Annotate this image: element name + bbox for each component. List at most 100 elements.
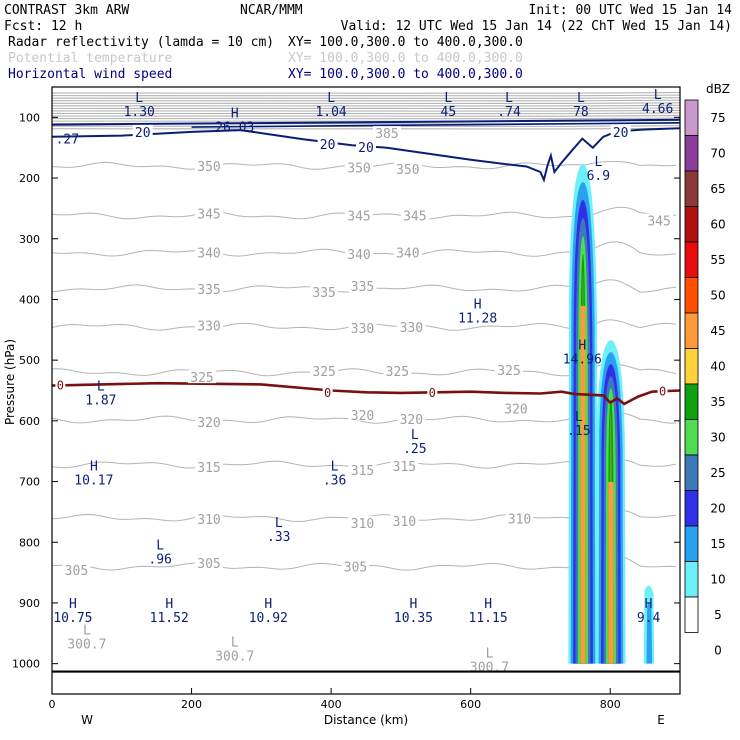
- extremum-symbol-L: L: [156, 539, 164, 554]
- theta-low-value: 300.7: [215, 650, 254, 665]
- extremum-symbol-L: L: [505, 91, 513, 106]
- figure-header: CONTRAST 3km ARW NCAR/MMM Init: 00 UTC W…: [4, 3, 732, 82]
- theta-label-bg: [383, 364, 412, 378]
- upper-theta-line: [52, 112, 680, 115]
- extremum-value: .96: [148, 553, 171, 568]
- upper-theta-line: [52, 109, 680, 112]
- extremum-value: 10.75: [53, 611, 92, 626]
- upper-theta-line: [52, 107, 680, 110]
- extremum-value: 6.9: [587, 169, 610, 184]
- extremum-symbol-L: L: [577, 91, 585, 106]
- y-tick-label-700: 700: [19, 476, 40, 489]
- theta-label-320: 320: [400, 413, 423, 428]
- institution: NCAR/MMM: [240, 3, 303, 18]
- extremum-symbol-L: L: [411, 428, 419, 443]
- extremum-value: .36: [323, 474, 346, 489]
- theta-low-symbol: L: [83, 624, 91, 639]
- theta-label-345: 345: [347, 210, 370, 225]
- upper-theta-line: [52, 117, 680, 120]
- upper-theta-line: [52, 127, 680, 130]
- forecast-hour: Fcst: 12 h: [4, 19, 82, 34]
- theta-label-340: 340: [396, 247, 419, 262]
- extremum-value: 45: [441, 105, 457, 120]
- y-tick-label-600: 600: [19, 415, 40, 428]
- x-axis-label: Distance (km): [324, 713, 408, 727]
- y-tick-label-100: 100: [19, 111, 40, 124]
- colorbar-level-45: 45: [710, 324, 725, 338]
- theta-label-bg: [393, 245, 422, 259]
- theta-label-bg: [348, 279, 377, 293]
- colorbar-level-30: 30: [710, 430, 725, 444]
- upper-theta-line: [52, 92, 680, 94]
- wind-label-bg: [356, 140, 376, 154]
- valid-time: Valid: 12 UTC Wed 15 Jan 14 (22 ChT Wed …: [341, 19, 732, 34]
- y-tick-label-800: 800: [19, 536, 40, 549]
- theta-label-340: 340: [197, 247, 220, 262]
- extremum-value: 26.03: [215, 120, 254, 135]
- extremum-symbol-L: L: [97, 380, 105, 395]
- theta-label-350: 350: [396, 163, 419, 178]
- theta-label-bg: [348, 407, 377, 421]
- wind-label-20: 20: [613, 126, 629, 141]
- colorbar-level-5: 5: [714, 608, 722, 622]
- extremum-value: 4.66: [642, 102, 673, 117]
- theta-label-bg: [195, 245, 223, 259]
- colorbar-level-55: 55: [710, 253, 725, 267]
- extremum-value: .33: [267, 530, 290, 545]
- theta-label-310: 310: [351, 517, 374, 532]
- extremum-value: 11.28: [458, 312, 497, 327]
- colorbar-level-70: 70: [710, 146, 725, 160]
- theta-label-320: 320: [197, 416, 220, 431]
- colorbar-level-65: 65: [710, 182, 725, 196]
- y-tick-label-1000: 1000: [12, 658, 40, 671]
- theta-label-bg: [345, 246, 374, 260]
- colorbar-level-40: 40: [710, 359, 725, 373]
- extremum-value: .74: [497, 105, 521, 120]
- theta-label-345: 345: [197, 207, 220, 222]
- extremum-value: 1.87: [85, 394, 116, 409]
- zero-label-bg: [322, 386, 333, 398]
- extremum-value: 14.96: [563, 352, 602, 367]
- extremum-value: 9.4: [637, 611, 661, 626]
- theta-label-345: 345: [647, 215, 670, 230]
- extremum-symbol-L: L: [654, 88, 662, 103]
- theta-label-330: 330: [351, 322, 374, 337]
- upper-theta-line: [52, 99, 680, 102]
- theta-label-345: 345: [403, 210, 426, 225]
- zero-label-bg: [427, 386, 438, 398]
- upper-theta-line: [52, 94, 680, 97]
- extremum-symbol-H: H: [231, 106, 239, 121]
- extremum-symbol-H: H: [264, 597, 272, 612]
- theta-label-320: 320: [351, 409, 374, 424]
- extremum-symbol-H: H: [578, 338, 586, 353]
- colorbar-swatch-13: [684, 561, 699, 598]
- theta-label-bg: [62, 563, 91, 577]
- wind-label-20: 20: [320, 138, 336, 153]
- colorbar-swatch-7: [684, 348, 699, 385]
- theta-label-310: 310: [393, 515, 416, 530]
- y-tick-label-300: 300: [19, 233, 40, 246]
- reflectivity-cells: [568, 163, 655, 664]
- extremum-symbol-H: H: [90, 460, 98, 475]
- extremum-symbol-L: L: [275, 516, 283, 531]
- colorbar-swatch-4: [684, 241, 699, 278]
- extremum-symbol-H: H: [484, 597, 492, 612]
- theta-label-bg: [310, 364, 339, 378]
- extremum-symbol-L: L: [594, 155, 602, 170]
- extremum-value: 1.30: [124, 105, 155, 120]
- theta-label-bg: [348, 515, 377, 529]
- x-tick-label-600: 600: [460, 698, 481, 711]
- upper-theta-line: [52, 97, 680, 100]
- colorbar-swatch-6: [684, 312, 699, 349]
- colorbar-level-10: 10: [710, 572, 725, 586]
- y-tick-label-500: 500: [19, 354, 40, 367]
- theta-label-bg: [645, 213, 674, 227]
- theta-low-symbol: L: [486, 647, 494, 662]
- wind-label-20: 20: [358, 141, 374, 156]
- wind-contour-20: [52, 127, 680, 183]
- theta-label-bg: [195, 459, 223, 473]
- upper-theta-line: [52, 104, 680, 107]
- theta-label-340: 340: [347, 248, 370, 263]
- x-tick-label-400: 400: [321, 698, 342, 711]
